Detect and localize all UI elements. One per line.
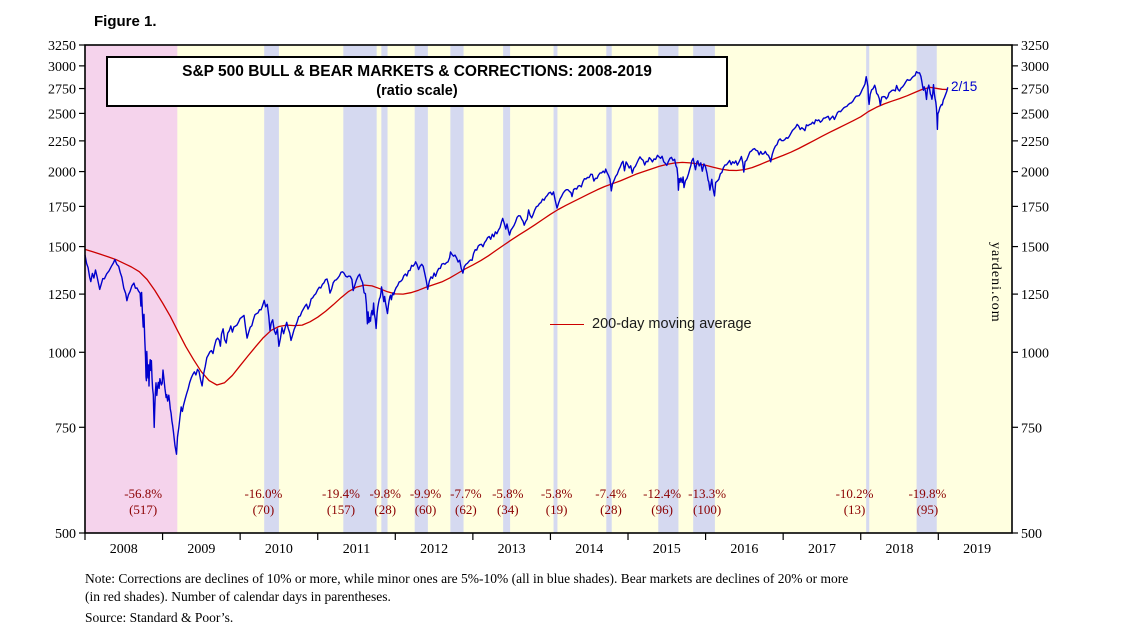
x-year-label: 2018 <box>886 542 914 557</box>
correction-band <box>264 45 279 533</box>
correction-days-label: (70) <box>253 502 275 517</box>
correction-pct-label: -19.4% <box>322 486 360 501</box>
correction-pct-label: -7.4% <box>595 486 627 501</box>
source-line: Source: Standard & Poor’s. <box>85 609 234 625</box>
plot-frame <box>84 44 1013 534</box>
ma-legend-line-swatch <box>550 323 584 325</box>
note-line-2: (in red shades). Number of calendar days… <box>85 588 391 604</box>
x-year-label: 2012 <box>420 542 448 557</box>
chart-subtitle: (ratio scale) <box>376 83 458 99</box>
y-tick-label-right: 2750 <box>1021 83 1049 98</box>
correction-band <box>503 45 511 533</box>
correction-days-label: (28) <box>374 502 396 517</box>
y-tick-label-right: 500 <box>1021 527 1042 542</box>
y-tick-label-right: 2500 <box>1021 107 1049 122</box>
correction-pct-label: -12.4% <box>643 486 681 501</box>
correction-band <box>866 45 870 533</box>
correction-days-label: (28) <box>600 502 622 517</box>
correction-days-label: (96) <box>651 502 673 517</box>
correction-pct-label: -9.8% <box>369 486 401 501</box>
plot-background <box>85 45 1012 533</box>
correction-pct-label: -19.8% <box>908 486 946 501</box>
y-tick-label-left: 2000 <box>48 166 76 181</box>
correction-band <box>343 45 377 533</box>
y-tick-label-right: 1000 <box>1021 346 1049 361</box>
y-tick-label-right: 750 <box>1021 421 1042 436</box>
x-year-label: 2015 <box>653 542 681 557</box>
x-year-label: 2014 <box>575 542 603 557</box>
last-date-annotation: 2/15 <box>951 79 978 94</box>
correction-pct-label: -10.2% <box>836 486 874 501</box>
sp500-line <box>84 70 949 455</box>
correction-pct-label: -9.9% <box>410 486 442 501</box>
figure-label: Figure 1. <box>94 13 157 30</box>
correction-pct-label: -7.7% <box>450 486 482 501</box>
y-tick-label-right: 1750 <box>1021 200 1049 215</box>
y-tick-label-left: 1000 <box>48 346 76 361</box>
chart-note: Note: Corrections are declines of 10% or… <box>85 570 848 626</box>
x-year-label: 2016 <box>730 542 758 557</box>
correction-days-label: (60) <box>415 502 437 517</box>
x-year-label: 2009 <box>187 542 215 557</box>
bear-days-label: (517) <box>129 502 157 517</box>
correction-band <box>916 45 937 533</box>
correction-band <box>606 45 612 533</box>
x-year-label: 2013 <box>498 542 526 557</box>
correction-pct-label: -5.8% <box>492 486 524 501</box>
correction-days-label: (19) <box>546 502 568 517</box>
correction-band <box>450 45 464 533</box>
y-tick-label-right: 3250 <box>1021 39 1049 54</box>
correction-days-label: (62) <box>455 502 477 517</box>
chart-title: S&P 500 BULL & BEAR MARKETS & CORRECTION… <box>182 63 652 80</box>
y-tick-label-left: 500 <box>55 527 76 542</box>
correction-band <box>553 45 558 533</box>
x-year-label: 2017 <box>808 542 836 557</box>
bear-pct-label: -56.8% <box>124 486 162 501</box>
ma-legend: 200-day moving average <box>550 316 752 332</box>
y-tick-label-left: 2750 <box>48 83 76 98</box>
x-year-label: 2019 <box>963 542 991 557</box>
correction-pct-label: -5.8% <box>541 486 573 501</box>
y-tick-label-right: 1500 <box>1021 241 1049 256</box>
y-tick-label-left: 2250 <box>48 135 76 150</box>
y-tick-label-left: 3000 <box>48 60 76 75</box>
y-tick-label-left: 2500 <box>48 107 76 122</box>
y-tick-label-left: 1750 <box>48 200 76 215</box>
note-line-1: Note: Corrections are declines of 10% or… <box>85 571 849 586</box>
x-year-label: 2008 <box>110 542 138 557</box>
correction-band <box>381 45 388 533</box>
correction-band <box>693 45 715 533</box>
y-tick-label-right: 3000 <box>1021 60 1049 75</box>
x-year-label: 2010 <box>265 542 293 557</box>
correction-days-label: (100) <box>693 502 721 517</box>
y-tick-label-left: 750 <box>55 421 76 436</box>
correction-days-label: (34) <box>497 502 519 517</box>
correction-days-label: (157) <box>327 502 355 517</box>
y-tick-label-right: 2000 <box>1021 166 1049 181</box>
y-tick-label-left: 3250 <box>48 39 76 54</box>
correction-pct-label: -16.0% <box>244 486 282 501</box>
y-tick-label-left: 1250 <box>48 288 76 303</box>
y-tick-label-right: 2250 <box>1021 135 1049 150</box>
chart-title-box: S&P 500 BULL & BEAR MARKETS & CORRECTION… <box>106 56 728 107</box>
correction-days-label: (95) <box>917 502 939 517</box>
moving-average-line <box>84 86 948 386</box>
x-year-label: 2011 <box>343 542 370 557</box>
watermark-yardeni: yardeni.com <box>988 242 1003 323</box>
y-tick-label-left: 1500 <box>48 241 76 256</box>
y-tick-label-right: 1250 <box>1021 288 1049 303</box>
correction-days-label: (13) <box>844 502 866 517</box>
correction-pct-label: -13.3% <box>688 486 726 501</box>
correction-band <box>658 45 679 533</box>
ma-legend-label: 200-day moving average <box>592 316 752 332</box>
